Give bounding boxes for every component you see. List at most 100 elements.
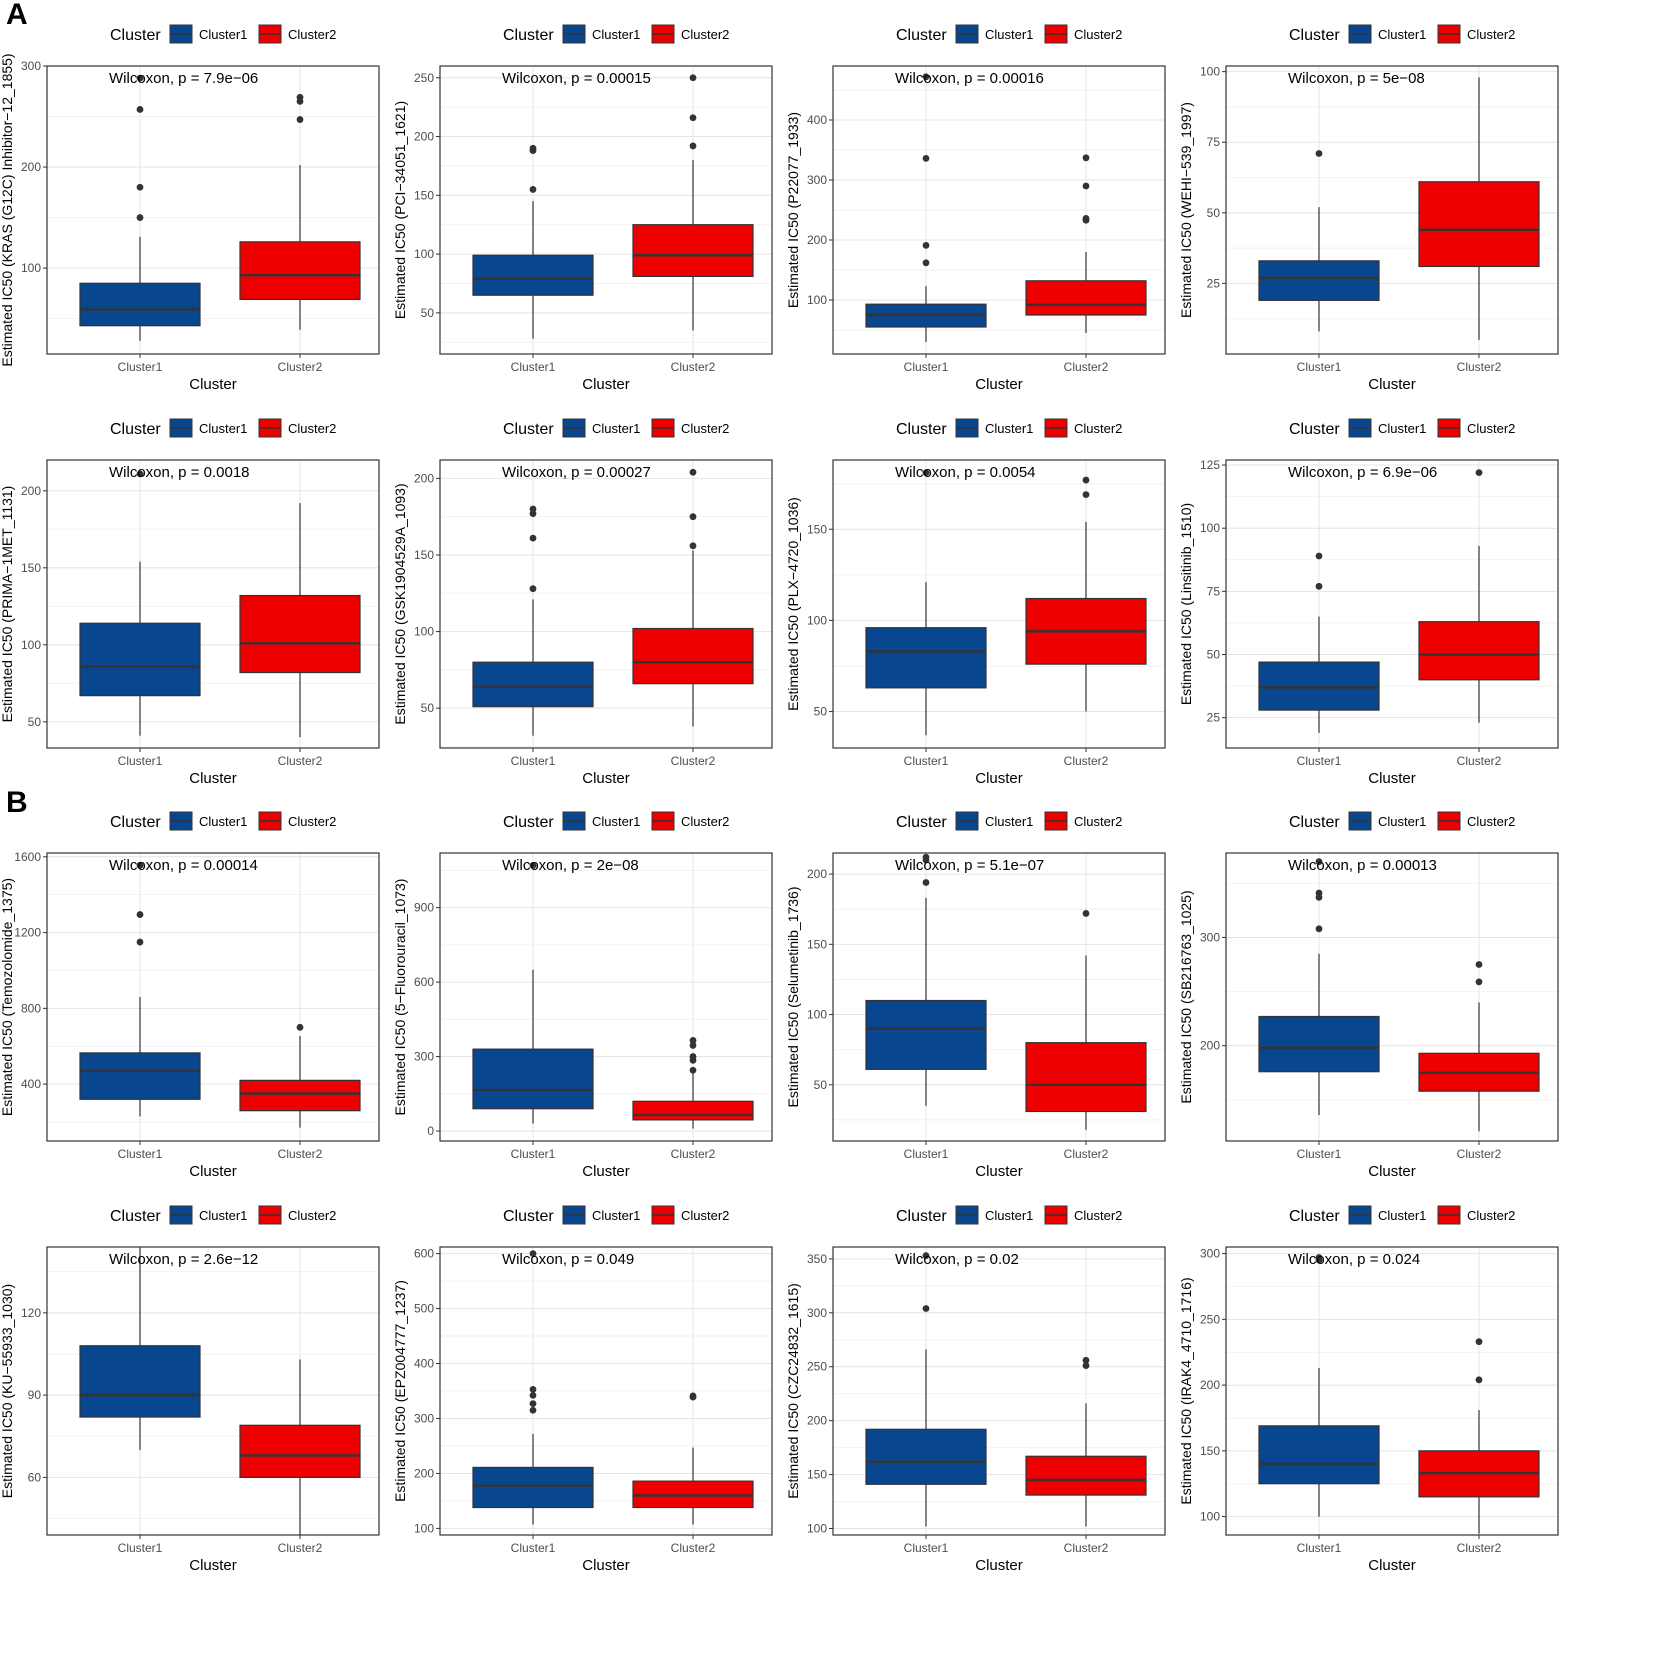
outlier-point — [1082, 491, 1090, 499]
box-iqr — [632, 224, 754, 278]
legend-label: Cluster1 — [1378, 1208, 1426, 1223]
boxplot-chart: Cluster Cluster1 Cluster2 100 200 300 400 500 60… — [392, 1205, 773, 1574]
box-iqr — [865, 627, 987, 689]
legend-label: Cluster1 — [592, 814, 640, 829]
box-cluster1 — [1258, 858, 1380, 1116]
x-axis-title: Cluster — [975, 1163, 1023, 1180]
boxplot-panel: Cluster Cluster1 Cluster2 50 100 150 200 Cluste… — [0, 394, 413, 812]
x-tick-label: Cluster1 — [904, 1541, 949, 1555]
box-cluster2 — [1418, 469, 1540, 723]
legend-label: Cluster1 — [1378, 814, 1426, 829]
outlier-point — [922, 1305, 930, 1312]
x-tick-label: Cluster2 — [278, 1541, 323, 1555]
wilcoxon-annotation: Wilcoxon, p = 0.00016 — [895, 70, 1044, 87]
legend-label: Cluster2 — [1074, 421, 1122, 436]
outlier-point — [136, 183, 144, 191]
x-axis-title: Cluster — [1368, 376, 1416, 393]
boxplot-panel: Cluster Cluster1 Cluster2 50 100 150 200 Cluste… — [392, 394, 806, 812]
x-tick-label: Cluster1 — [118, 1147, 163, 1161]
y-tick-label: 200 — [414, 1466, 434, 1480]
outlier-point — [529, 1250, 537, 1257]
y-axis-title: Estimated IC50 (CZC24832_1615) — [785, 1283, 801, 1499]
box-iqr — [79, 1052, 201, 1100]
x-tick-label: Cluster1 — [904, 360, 949, 374]
legend-title: Cluster — [1289, 1208, 1340, 1225]
y-tick-label: 75 — [1207, 135, 1221, 149]
box-iqr — [632, 1100, 754, 1121]
box-cluster2 — [239, 503, 361, 738]
boxplot-panel: Cluster Cluster1 Cluster2 50 100 150 Cluster1 C… — [785, 394, 1199, 812]
legend-title: Cluster — [1289, 421, 1340, 438]
box-cluster2 — [1025, 476, 1147, 712]
boxplot-chart: Cluster Cluster1 Cluster2 100 200 300 Cluster1… — [0, 24, 380, 393]
y-tick-label: 50 — [421, 701, 435, 715]
box-iqr — [79, 1345, 201, 1418]
boxplot-panel: Cluster Cluster1 Cluster2 0 300 600 900 Cluster… — [392, 787, 806, 1205]
y-tick-label: 0 — [427, 1124, 434, 1138]
y-tick-label: 50 — [421, 306, 435, 320]
box-cluster2 — [1418, 961, 1540, 1132]
box-cluster1 — [79, 1247, 201, 1450]
outlier-point — [529, 534, 537, 542]
box-cluster1 — [1258, 1254, 1380, 1517]
outlier-point — [1475, 1338, 1483, 1346]
legend-title: Cluster — [110, 421, 161, 438]
wilcoxon-annotation: Wilcoxon, p = 2e−08 — [502, 857, 639, 874]
legend-label: Cluster2 — [681, 814, 729, 829]
plot-border — [46, 459, 380, 749]
y-tick-label: 250 — [414, 71, 434, 85]
outlier-point — [922, 73, 930, 81]
outlier-point — [1315, 150, 1323, 157]
legend-label: Cluster1 — [985, 814, 1033, 829]
y-axis-title: Estimated IC50 (Selumetinib_1736) — [785, 886, 801, 1107]
outlier-point — [689, 74, 697, 82]
x-tick-label: Cluster1 — [904, 754, 949, 768]
y-tick-label: 1200 — [14, 926, 41, 940]
x-axis-title: Cluster — [582, 1557, 630, 1574]
box-iqr — [632, 627, 754, 685]
outlier-point — [1082, 1362, 1090, 1370]
plot-border — [1225, 1246, 1559, 1536]
plot-border — [832, 852, 1166, 1142]
x-axis-title: Cluster — [1368, 770, 1416, 787]
y-tick-label: 300 — [414, 1411, 434, 1425]
y-tick-label: 200 — [807, 1414, 827, 1428]
legend: Cluster Cluster1 Cluster2 — [896, 1205, 1122, 1225]
y-axis-title: Estimated IC50 (PCI−34051_1621) — [392, 101, 408, 319]
x-axis-title: Cluster — [975, 1557, 1023, 1574]
x-axis-title: Cluster — [189, 1163, 237, 1180]
wilcoxon-annotation: Wilcoxon, p = 5e−08 — [1288, 70, 1425, 87]
plot-border — [439, 1246, 773, 1536]
legend-title: Cluster — [110, 1208, 161, 1225]
y-tick-label: 800 — [21, 1001, 41, 1015]
y-axis-title: Estimated IC50 (WEHI−539_1997) — [1178, 102, 1194, 318]
box-cluster1 — [865, 853, 987, 1106]
box-iqr — [472, 1466, 594, 1509]
boxplot-panel: Cluster Cluster1 Cluster2 25 50 75 100 125 Clust… — [1178, 394, 1592, 812]
boxplot-chart: Cluster Cluster1 Cluster2 100 200 300 400 Clust… — [785, 24, 1166, 393]
x-axis-title: Cluster — [582, 1163, 630, 1180]
box-iqr — [79, 622, 201, 697]
legend-label: Cluster2 — [288, 814, 336, 829]
outlier-point — [922, 879, 930, 886]
boxplot-panel: Cluster Cluster1 Cluster2 100 200 300 400 500 60… — [392, 1181, 806, 1599]
y-axis-title: Estimated IC50 (PRIMA−1MET_1131) — [0, 486, 15, 723]
y-axis-title: Estimated IC50 (GSK1904529A_1093) — [392, 483, 408, 724]
boxplot-panel: Cluster Cluster1 Cluster2 25 50 75 100 Cluster1… — [1178, 0, 1592, 418]
y-tick-label: 300 — [1200, 1247, 1220, 1261]
y-tick-label: 60 — [28, 1470, 42, 1484]
outlier-point — [1475, 469, 1483, 477]
plot-area — [440, 66, 772, 354]
y-tick-label: 150 — [807, 522, 827, 536]
y-tick-label: 300 — [807, 1306, 827, 1320]
boxplot-chart: Cluster Cluster1 Cluster2 25 50 75 100 125 Clust… — [1178, 418, 1559, 787]
x-tick-label: Cluster2 — [1064, 360, 1109, 374]
legend: Cluster Cluster1 Cluster2 — [110, 1205, 336, 1225]
box-cluster2 — [632, 468, 754, 727]
box-cluster1 — [865, 73, 987, 342]
outlier-point — [689, 1053, 697, 1060]
y-tick-label: 200 — [807, 233, 827, 247]
x-tick-label: Cluster1 — [511, 360, 556, 374]
legend-label: Cluster2 — [288, 1208, 336, 1223]
